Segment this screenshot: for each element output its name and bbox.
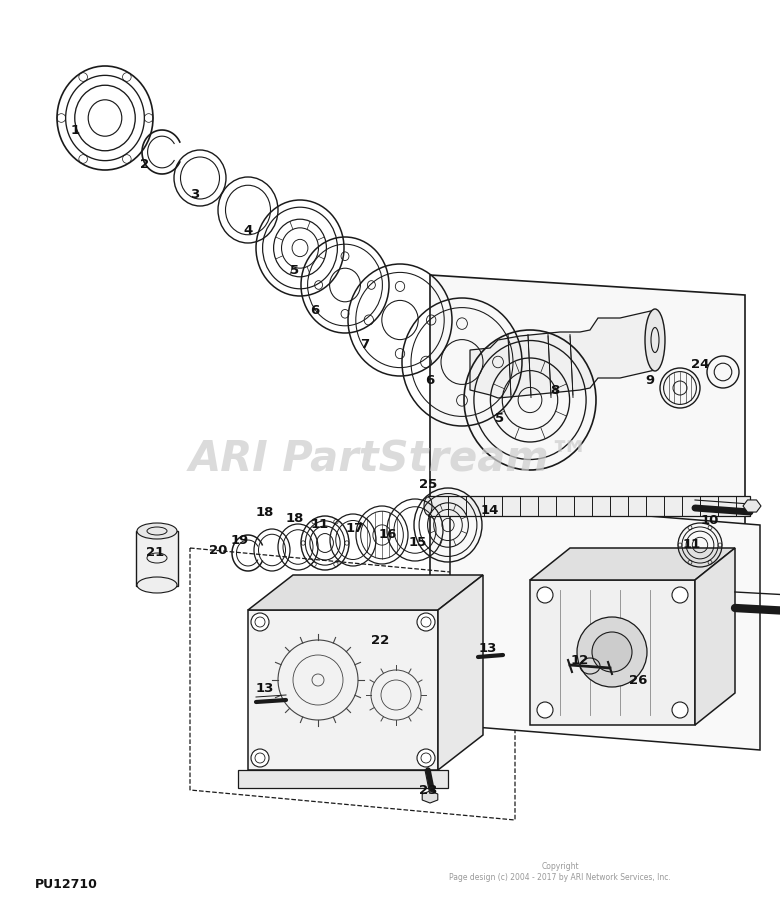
- Text: 19: 19: [231, 533, 249, 547]
- Text: 9: 9: [645, 373, 654, 387]
- Polygon shape: [422, 791, 438, 803]
- Text: 16: 16: [379, 529, 397, 541]
- Circle shape: [251, 749, 269, 767]
- Text: Copyright
Page design (c) 2004 - 2017 by ARI Network Services, Inc.: Copyright Page design (c) 2004 - 2017 by…: [449, 863, 671, 882]
- Ellipse shape: [577, 617, 647, 687]
- Circle shape: [537, 587, 553, 603]
- Text: 11: 11: [682, 539, 701, 551]
- Text: 20: 20: [209, 543, 227, 557]
- Text: 3: 3: [190, 188, 200, 201]
- Text: 4: 4: [243, 224, 253, 237]
- Text: 5: 5: [495, 411, 505, 424]
- Ellipse shape: [592, 632, 632, 672]
- Circle shape: [537, 702, 553, 718]
- Text: 26: 26: [629, 673, 647, 686]
- Polygon shape: [530, 548, 735, 580]
- Circle shape: [417, 613, 435, 631]
- Text: 24: 24: [691, 359, 709, 371]
- Text: 6: 6: [425, 373, 434, 387]
- Ellipse shape: [137, 523, 177, 539]
- Text: 6: 6: [310, 304, 320, 317]
- Text: 13: 13: [479, 642, 497, 654]
- Text: 1: 1: [70, 124, 80, 136]
- Bar: [428, 496, 750, 516]
- Text: 21: 21: [146, 547, 164, 560]
- Text: 5: 5: [290, 264, 300, 277]
- Polygon shape: [238, 770, 448, 788]
- Text: 18: 18: [256, 505, 275, 519]
- Text: 15: 15: [409, 537, 427, 550]
- Polygon shape: [430, 275, 745, 645]
- Text: ARI PartStream™: ARI PartStream™: [189, 439, 591, 481]
- Bar: [136, 531, 178, 586]
- Text: 23: 23: [419, 784, 437, 796]
- Bar: [530, 580, 695, 725]
- Text: 14: 14: [480, 503, 499, 517]
- Text: 17: 17: [346, 521, 364, 534]
- Bar: [248, 610, 438, 770]
- Text: 7: 7: [360, 339, 370, 351]
- Text: 10: 10: [700, 513, 719, 527]
- Text: 8: 8: [551, 383, 559, 397]
- Polygon shape: [438, 575, 483, 770]
- Circle shape: [672, 587, 688, 603]
- Ellipse shape: [424, 497, 432, 515]
- Polygon shape: [450, 500, 760, 750]
- Ellipse shape: [645, 309, 665, 371]
- Text: 18: 18: [285, 511, 304, 524]
- Polygon shape: [248, 575, 483, 610]
- Polygon shape: [695, 548, 735, 725]
- Text: 22: 22: [370, 633, 389, 646]
- Text: 25: 25: [419, 479, 437, 491]
- Text: 2: 2: [140, 158, 150, 171]
- Text: PU12710: PU12710: [35, 878, 98, 892]
- Ellipse shape: [137, 577, 177, 593]
- Polygon shape: [743, 500, 761, 512]
- Circle shape: [417, 749, 435, 767]
- Text: 12: 12: [571, 653, 589, 666]
- Text: 11: 11: [311, 518, 329, 531]
- Text: 13: 13: [256, 682, 275, 694]
- Polygon shape: [470, 310, 660, 398]
- Circle shape: [251, 613, 269, 631]
- Circle shape: [672, 702, 688, 718]
